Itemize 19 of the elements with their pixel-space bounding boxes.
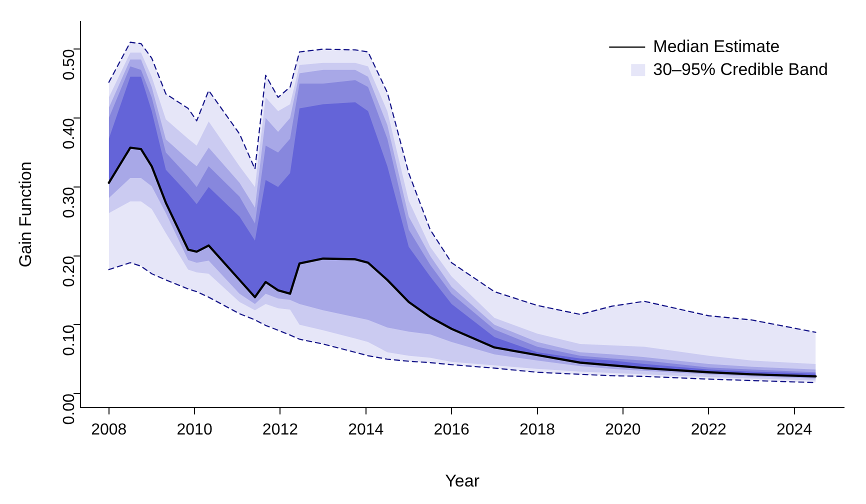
x-tick-label: 2010 — [176, 421, 212, 438]
x-tick-label: 2008 — [91, 421, 127, 438]
x-tick-label: 2020 — [605, 421, 641, 438]
y-tick-label: 0.40 — [61, 118, 78, 150]
x-tick-label: 2022 — [690, 421, 727, 438]
y-tick-label: 0.10 — [61, 324, 78, 356]
x-tick-label: 2016 — [434, 421, 470, 438]
y-axis-title: Gain Function — [16, 162, 35, 268]
x-tick-label: 2018 — [519, 421, 556, 438]
y-tick-label: 0.00 — [61, 394, 78, 425]
x-tick-label: 2024 — [776, 421, 812, 438]
legend-label: 30–95% Credible Band — [653, 60, 828, 79]
y-tick-label: 0.20 — [61, 256, 78, 287]
x-tick-label: 2014 — [348, 421, 384, 438]
x-axis-title: Year — [445, 471, 480, 490]
y-tick-label: 0.50 — [61, 49, 78, 80]
y-tick-label: 0.30 — [61, 186, 78, 218]
x-tick-label: 2012 — [262, 421, 298, 438]
legend-label: Median Estimate — [653, 36, 780, 56]
